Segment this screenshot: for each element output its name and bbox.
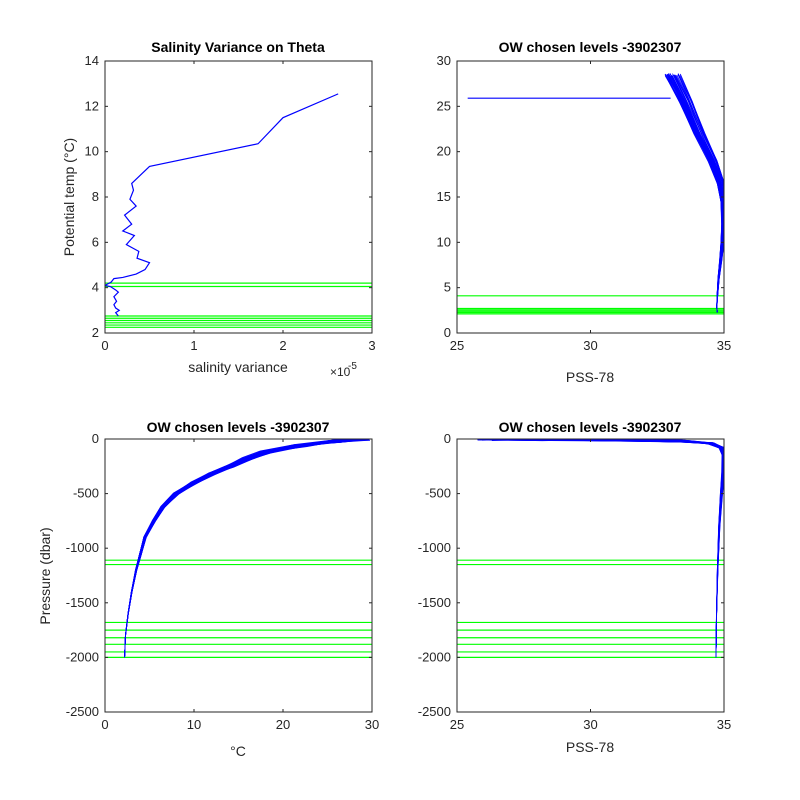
x-axis-label: °C [230, 743, 246, 759]
y-tick-label: -500 [73, 486, 99, 501]
y-tick-label: -500 [425, 486, 451, 501]
x-tick-label: 35 [717, 717, 731, 732]
x-exponent-power: -5 [348, 361, 357, 372]
panel-salinity-vs-pressure: OW chosen levels -3902307 PSS-78 25 30 35 -… [418, 419, 731, 755]
y-tick-label: 10 [437, 234, 451, 249]
x-tick-label: 30 [365, 717, 379, 732]
x-tick-label: 30 [583, 338, 597, 353]
y-tick-label: 25 [437, 98, 451, 113]
panel-title: OW chosen levels -3902307 [147, 419, 330, 435]
y-tick-label: 0 [444, 431, 451, 446]
y-tick-label: 5 [444, 280, 451, 295]
x-tick-label: 0 [101, 717, 108, 732]
plot-area [457, 439, 724, 659]
y-tick-label: -1500 [418, 595, 451, 610]
x-axis-label: PSS-78 [566, 739, 614, 755]
profile-line [508, 439, 724, 658]
y-tick-label: 30 [437, 53, 451, 68]
axes-box [104, 438, 373, 713]
y-axis-label: Pressure (dbar) [37, 527, 53, 624]
y-tick-label: -1000 [66, 540, 99, 555]
y-tick-label: 8 [92, 189, 99, 204]
y-tick-label: -2500 [418, 704, 451, 719]
y-tick-label: 6 [92, 234, 99, 249]
plot-area [105, 93, 372, 328]
y-tick-label: 4 [92, 280, 99, 295]
panel-salinity-vs-theta: OW chosen levels -3902307 PSS-78 25 30 35 0… [437, 39, 732, 385]
y-tick-label: -2000 [66, 649, 99, 664]
y-tick-label: 14 [85, 53, 99, 68]
y-tick-label: -2500 [66, 704, 99, 719]
panel-temperature-vs-pressure: OW chosen levels -3902307 °C Pressure (d… [37, 419, 379, 759]
y-tick-label: -2000 [418, 649, 451, 664]
panel-title: Salinity Variance on Theta [151, 39, 325, 55]
panel-title: OW chosen levels -3902307 [499, 39, 682, 55]
x-tick-label: 20 [276, 717, 290, 732]
x-exponent-base: ×10 [330, 365, 351, 379]
x-tick-label: 10 [187, 717, 201, 732]
x-tick-label: 2 [279, 338, 286, 353]
y-tick-label: -1500 [66, 595, 99, 610]
x-tick-label: 25 [450, 338, 464, 353]
x-axis-label: salinity variance [188, 359, 288, 375]
y-tick-label: 20 [437, 144, 451, 159]
y-tick-label: 15 [437, 189, 451, 204]
panel-salinity-variance: Salinity Variance on Theta salinity vari… [61, 39, 376, 379]
x-tick-label: 35 [717, 338, 731, 353]
x-tick-label: 0 [101, 338, 108, 353]
y-tick-label: 2 [92, 325, 99, 340]
y-tick-label: 12 [85, 98, 99, 113]
panel-title: OW chosen levels -3902307 [499, 419, 682, 435]
x-tick-label: 30 [583, 717, 597, 732]
plot-area [105, 439, 372, 659]
y-tick-label: -1000 [418, 540, 451, 555]
y-tick-label: 0 [444, 325, 451, 340]
profile-line [105, 93, 339, 317]
x-axis-label: PSS-78 [566, 369, 614, 385]
x-tick-label: 1 [190, 338, 197, 353]
x-tick-label: 25 [450, 717, 464, 732]
x-tick-label: 3 [368, 338, 375, 353]
profile-line [124, 439, 361, 658]
y-tick-label: 10 [85, 144, 99, 159]
y-tick-label: 0 [92, 431, 99, 446]
y-axis-label: Potential temp (°C) [61, 138, 77, 256]
